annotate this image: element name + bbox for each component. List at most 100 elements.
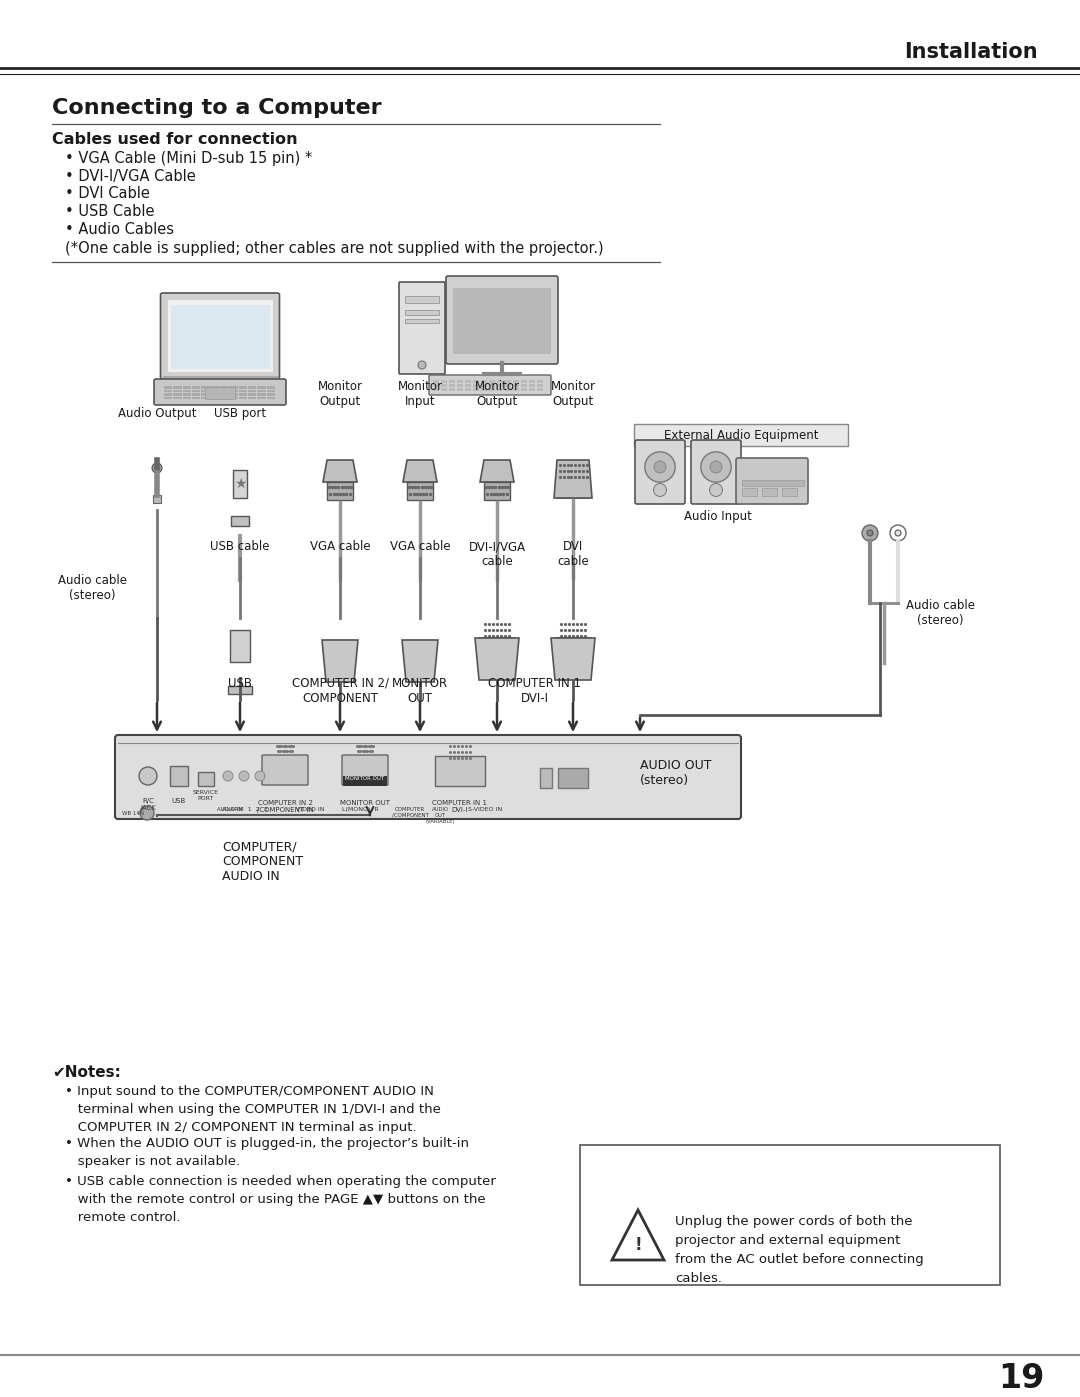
Bar	[453, 288, 551, 353]
Circle shape	[895, 529, 901, 536]
FancyBboxPatch shape	[446, 277, 558, 365]
Bar	[162, 376, 278, 381]
Bar	[465, 380, 471, 383]
FancyBboxPatch shape	[154, 379, 286, 405]
Circle shape	[222, 771, 233, 781]
Bar	[198, 773, 214, 787]
Text: Audio cable
(stereo): Audio cable (stereo)	[905, 599, 974, 627]
Text: • Input sound to the COMPUTER/COMPONENT AUDIO IN
   terminal when using the COMP: • Input sound to the COMPUTER/COMPONENT …	[65, 1085, 441, 1134]
Text: Audio Output: Audio Output	[118, 407, 197, 420]
Bar	[220, 397, 229, 400]
Text: USB: USB	[172, 798, 186, 805]
Bar	[229, 393, 238, 395]
Text: VGA cable: VGA cable	[310, 541, 370, 553]
Bar	[580, 1146, 1000, 1285]
Bar	[433, 384, 438, 387]
FancyBboxPatch shape	[480, 638, 515, 659]
Bar	[441, 384, 447, 387]
Bar	[405, 296, 438, 303]
Text: COMPUTER
/COMPONENT: COMPUTER /COMPONENT	[392, 807, 429, 817]
Text: Audio Input: Audio Input	[684, 510, 752, 522]
Polygon shape	[480, 460, 514, 482]
Text: USB: USB	[228, 678, 252, 690]
Bar	[205, 387, 235, 400]
Circle shape	[645, 451, 675, 482]
FancyBboxPatch shape	[557, 478, 589, 497]
Polygon shape	[554, 460, 592, 497]
Bar	[164, 386, 173, 388]
Text: • DVI-I/VGA Cable: • DVI-I/VGA Cable	[65, 169, 195, 183]
Bar	[465, 388, 471, 391]
Bar	[248, 390, 256, 393]
FancyBboxPatch shape	[262, 754, 308, 785]
Bar	[267, 393, 275, 395]
Circle shape	[710, 483, 723, 496]
Bar	[529, 388, 535, 391]
Bar	[248, 386, 256, 388]
Bar	[167, 300, 272, 372]
FancyBboxPatch shape	[735, 458, 808, 504]
Circle shape	[654, 461, 666, 474]
Bar	[192, 397, 201, 400]
Bar	[537, 380, 543, 383]
Bar	[192, 393, 201, 395]
Circle shape	[867, 529, 873, 536]
Bar	[513, 384, 519, 387]
Bar	[529, 380, 535, 383]
Text: (*One cable is supplied; other cables are not supplied with the projector.): (*One cable is supplied; other cables ar…	[65, 240, 604, 256]
Text: S-VIDEO IN: S-VIDEO IN	[468, 807, 502, 812]
Bar	[481, 384, 487, 387]
Bar	[211, 393, 219, 395]
Circle shape	[152, 462, 162, 474]
Bar	[220, 393, 229, 395]
Bar	[327, 482, 353, 500]
Bar	[257, 397, 266, 400]
Bar	[497, 388, 503, 391]
Bar	[505, 388, 511, 391]
Text: VIDEO IN: VIDEO IN	[296, 807, 324, 812]
Bar	[239, 390, 247, 393]
Text: Installation: Installation	[904, 42, 1038, 61]
Bar	[457, 384, 463, 387]
Bar	[481, 380, 487, 383]
Bar	[489, 380, 495, 383]
Bar	[449, 380, 455, 383]
Bar	[201, 386, 210, 388]
Bar	[173, 390, 181, 393]
Text: Connecting to a Computer: Connecting to a Computer	[52, 98, 381, 117]
Bar	[513, 380, 519, 383]
Bar	[192, 386, 201, 388]
Text: COMPUTER IN 2
/COMPONENT IN: COMPUTER IN 2 /COMPONENT IN	[257, 800, 313, 813]
Text: • DVI Cable: • DVI Cable	[65, 187, 150, 201]
Bar	[211, 390, 219, 393]
Bar	[153, 495, 161, 503]
Text: • When the AUDIO OUT is plugged-in, the projector’s built-in
   speaker is not a: • When the AUDIO OUT is plugged-in, the …	[65, 1137, 469, 1168]
Text: MONITOR OUT: MONITOR OUT	[346, 777, 384, 781]
Bar	[521, 380, 527, 383]
Text: R/C
JACK: R/C JACK	[140, 798, 156, 812]
Bar	[473, 380, 480, 383]
FancyBboxPatch shape	[555, 638, 591, 659]
Circle shape	[862, 525, 878, 541]
Bar	[742, 481, 804, 486]
Text: COMPUTER IN 1
DVI-I: COMPUTER IN 1 DVI-I	[488, 678, 581, 705]
Text: VGA cable: VGA cable	[390, 541, 450, 553]
Bar	[537, 388, 543, 391]
Text: Monitor
Input: Monitor Input	[397, 380, 443, 408]
FancyBboxPatch shape	[691, 440, 741, 504]
Bar	[343, 775, 387, 787]
Bar	[497, 384, 503, 387]
Bar	[529, 384, 535, 387]
Bar	[211, 386, 219, 388]
Bar	[183, 393, 191, 395]
Circle shape	[140, 806, 154, 820]
Bar	[228, 686, 252, 694]
Bar	[473, 384, 480, 387]
Text: Unplug the power cords of both the
projector and external equipment
from the AC : Unplug the power cords of both the proje…	[675, 1215, 923, 1285]
Text: COMPUTER IN 1
DVI-I: COMPUTER IN 1 DVI-I	[432, 800, 487, 813]
Bar	[407, 482, 433, 500]
FancyBboxPatch shape	[435, 756, 485, 787]
Bar	[505, 380, 511, 383]
Bar	[257, 393, 266, 395]
Text: WB 14N: WB 14N	[122, 812, 144, 816]
